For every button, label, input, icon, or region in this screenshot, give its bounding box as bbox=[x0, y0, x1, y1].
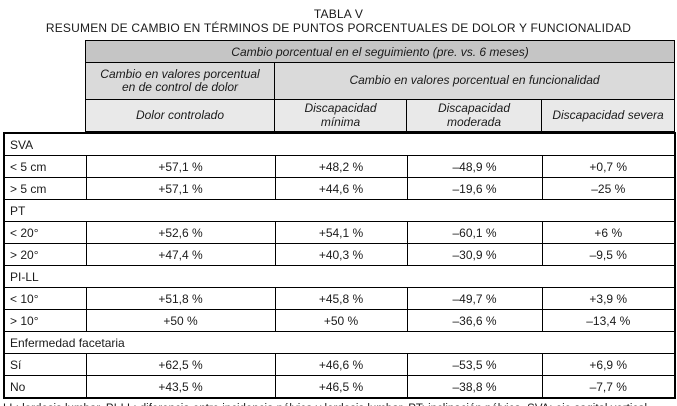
cell-value: –9,5 % bbox=[541, 243, 676, 266]
section-row-pt: PT bbox=[3, 199, 676, 222]
table-row: < 20° +52,6 % +54,1 % –60,1 % +6 % bbox=[3, 221, 676, 244]
table-row: Sí +62,5 % +46,6 % –53,5 % +6,9 % bbox=[3, 353, 676, 376]
cell-value: +62,5 % bbox=[85, 353, 276, 376]
section-header: Enfermedad facetaria bbox=[3, 331, 676, 354]
cell-value: +46,5 % bbox=[274, 375, 408, 399]
cell-value: +54,1 % bbox=[274, 221, 408, 244]
cell-value: +43,5 % bbox=[85, 375, 276, 399]
table-row: > 10° +50 % +50 % –36,6 % –13,4 % bbox=[3, 309, 676, 332]
row-label: < 20° bbox=[3, 221, 87, 244]
cell-value: +40,3 % bbox=[274, 243, 408, 266]
section-header: PT bbox=[3, 199, 676, 222]
table-label: TABLA V bbox=[313, 7, 364, 21]
row-label: < 5 cm bbox=[3, 155, 87, 178]
cell-value: +46,6 % bbox=[274, 353, 408, 376]
cell-value: –49,7 % bbox=[406, 287, 543, 310]
cell-value: +6 % bbox=[541, 221, 676, 244]
cell-value: –53,5 % bbox=[406, 353, 543, 376]
cell-value: +3,9 % bbox=[541, 287, 676, 310]
cell-value: +51,8 % bbox=[85, 287, 276, 310]
cell-value: +0,7 % bbox=[541, 155, 676, 178]
cell-value: –60,1 % bbox=[406, 221, 543, 244]
row-label: > 10° bbox=[3, 309, 87, 332]
section-row-pill: PI-LL bbox=[3, 265, 676, 288]
row-label: > 5 cm bbox=[3, 177, 87, 200]
row-label: Sí bbox=[3, 353, 87, 376]
cell-value: –48,9 % bbox=[406, 155, 543, 178]
table-row: > 20° +47,4 % +40,3 % –30,9 % –9,5 % bbox=[3, 243, 676, 266]
section-row-sva: SVA bbox=[3, 132, 676, 156]
data-table: SVA < 5 cm +57,1 % +48,2 % –48,9 % +0,7 … bbox=[3, 132, 677, 399]
cell-value: –25 % bbox=[541, 177, 676, 200]
cell-value: +47,4 % bbox=[85, 243, 276, 266]
header-row-groups: Cambio en valores porcentual en de contr… bbox=[85, 62, 676, 100]
cell-value: +48,2 % bbox=[274, 155, 408, 178]
table-row: < 10° +51,8 % +45,8 % –49,7 % +3,9 % bbox=[3, 287, 676, 310]
section-row-facetaria: Enfermedad facetaria bbox=[3, 331, 676, 354]
section-header: SVA bbox=[3, 132, 676, 156]
cell-value: –36,6 % bbox=[406, 309, 543, 332]
cell-value: +52,6 % bbox=[85, 221, 276, 244]
row-label: < 10° bbox=[3, 287, 87, 310]
table-title: RESUMEN DE CAMBIO EN TÉRMINOS DE PUNTOS … bbox=[45, 21, 632, 35]
header-col-discapacidad-moderada: Discapacidad moderada bbox=[406, 99, 542, 132]
header-table: Cambio porcentual en el seguimiento (pre… bbox=[84, 40, 676, 132]
cell-value: –19,6 % bbox=[406, 177, 543, 200]
header-row-top: Cambio porcentual en el seguimiento (pre… bbox=[84, 40, 676, 63]
header-col-discapacidad-severa: Discapacidad severa bbox=[540, 99, 676, 132]
header-group-dolor: Cambio en valores porcentual en de contr… bbox=[85, 62, 275, 100]
cell-value: +50 % bbox=[85, 309, 276, 332]
footnote: LL: lordosis lumbar. PI-LL: diferencia e… bbox=[3, 403, 674, 406]
cell-value: –30,9 % bbox=[406, 243, 543, 266]
header-group-funcionalidad: Cambio en valores porcentual en funciona… bbox=[273, 62, 676, 100]
header-col-discapacidad-minima: Discapacidad mínima bbox=[274, 99, 407, 132]
row-label: > 20° bbox=[3, 243, 87, 266]
cell-value: +44,6 % bbox=[274, 177, 408, 200]
table-row: > 5 cm +57,1 % +44,6 % –19,6 % –25 % bbox=[3, 177, 676, 200]
cell-value: –38,8 % bbox=[406, 375, 543, 399]
header-top-cell: Cambio porcentual en el seguimiento (pre… bbox=[84, 40, 676, 63]
cell-value: +57,1 % bbox=[85, 177, 276, 200]
cell-value: –7,7 % bbox=[541, 375, 676, 399]
cell-value: +6,9 % bbox=[541, 353, 676, 376]
header-col-dolor-controlado: Dolor controlado bbox=[85, 99, 275, 132]
table-row: No +43,5 % +46,5 % –38,8 % –7,7 % bbox=[3, 375, 676, 399]
cell-value: –13,4 % bbox=[541, 309, 676, 332]
cell-value: +50 % bbox=[274, 309, 408, 332]
cell-value: +57,1 % bbox=[85, 155, 276, 178]
cell-value: +45,8 % bbox=[274, 287, 408, 310]
table-row: < 5 cm +57,1 % +48,2 % –48,9 % +0,7 % bbox=[3, 155, 676, 178]
row-label: No bbox=[3, 375, 87, 399]
header-row-columns: Dolor controlado Discapacidad mínima Dis… bbox=[85, 99, 676, 132]
section-header: PI-LL bbox=[3, 265, 676, 288]
